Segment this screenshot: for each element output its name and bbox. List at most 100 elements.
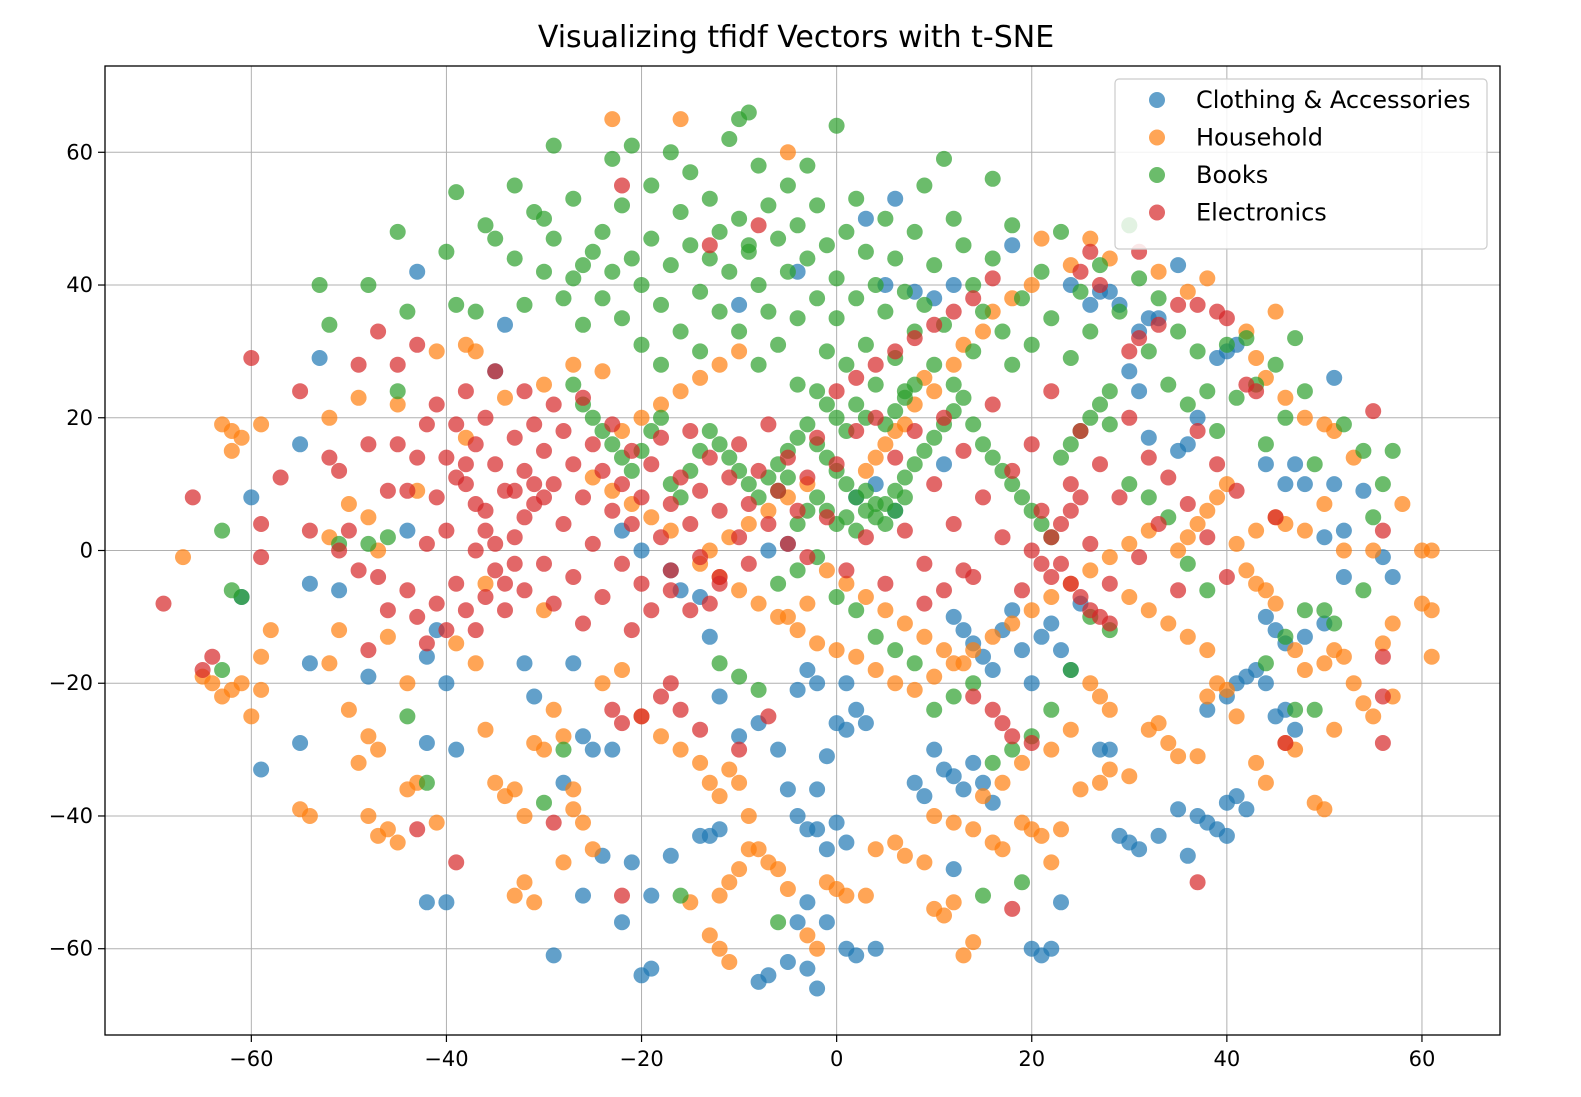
data-point [770,336,787,353]
data-point [575,257,591,274]
data-point [1218,310,1235,327]
data-point [936,642,952,659]
data-point [194,662,211,678]
data-point [731,529,748,546]
data-point [428,814,445,831]
data-point [360,277,377,293]
data-point [497,316,513,333]
data-point [740,555,757,572]
data-point [516,509,533,526]
data-point [955,562,972,579]
data-point [945,376,962,393]
data-point [1062,476,1079,493]
data-point [1140,343,1157,360]
data-point [536,210,552,227]
data-point [555,423,572,439]
data-point [701,250,718,267]
data-point [1062,350,1079,366]
data-point [779,608,796,625]
data-point [965,343,982,360]
data-point [253,516,270,532]
data-point [633,708,650,725]
data-point [721,954,738,970]
data-point [1365,509,1382,526]
data-point [731,774,748,791]
data-point [799,416,816,433]
data-point [360,436,377,453]
data-point [740,808,757,824]
data-point [155,595,172,612]
data-point [1082,230,1099,247]
data-point [779,177,796,194]
data-point [399,522,416,539]
data-point [545,396,562,413]
y-tick-label: −60 [49,937,93,961]
data-point [623,516,640,532]
data-point [1179,847,1196,864]
data-point [770,575,787,592]
data-point [711,223,728,240]
data-point [1326,369,1343,386]
data-point [1179,283,1196,300]
data-point [1023,336,1040,353]
data-point [662,562,679,579]
data-point [1101,416,1118,433]
data-point [877,602,894,619]
data-point [682,164,699,181]
data-point [1316,655,1333,672]
data-point [1248,522,1265,539]
data-point [360,668,377,685]
data-point [1267,595,1284,612]
data-point [838,675,855,692]
chart-title: Visualizing tfidf Vectors with t-SNE [538,20,1054,55]
data-point [604,150,621,167]
data-point [770,914,787,931]
data-point [575,316,591,333]
data-point [604,416,621,433]
data-point [711,575,728,592]
data-point [643,177,660,194]
data-point [1335,542,1352,559]
data-point [409,821,426,838]
data-point [1023,277,1040,293]
data-point [760,542,777,559]
data-point [1004,462,1021,479]
data-point [1384,442,1401,459]
data-point [1277,389,1294,406]
data-point [604,741,621,758]
data-point [867,841,884,858]
data-point [1218,827,1235,844]
data-point [1004,728,1021,745]
data-point [1101,383,1118,400]
data-point [877,210,894,227]
data-point [818,396,835,413]
x-tick-label: −60 [229,1047,273,1071]
data-point [1296,476,1313,493]
x-tick-label: −20 [619,1047,663,1071]
data-point [760,416,777,433]
data-point [477,575,494,592]
data-point [887,834,904,851]
data-point [701,628,718,645]
data-point [399,708,416,725]
data-point [623,442,640,459]
data-point [292,383,309,400]
data-point [653,429,669,446]
data-point [896,489,913,506]
data-point [799,960,816,977]
data-point [1150,715,1167,732]
data-point [1179,436,1196,453]
data-point [1092,774,1108,791]
data-point [497,389,513,406]
data-point [848,423,865,439]
data-point [467,655,484,672]
data-point [1228,535,1245,552]
data-point [565,376,582,393]
data-point [867,277,884,293]
data-point [389,356,406,373]
data-point [818,562,835,579]
data-point [1004,741,1021,758]
data-point [516,462,533,479]
data-point [545,814,562,831]
data-point [526,688,543,705]
